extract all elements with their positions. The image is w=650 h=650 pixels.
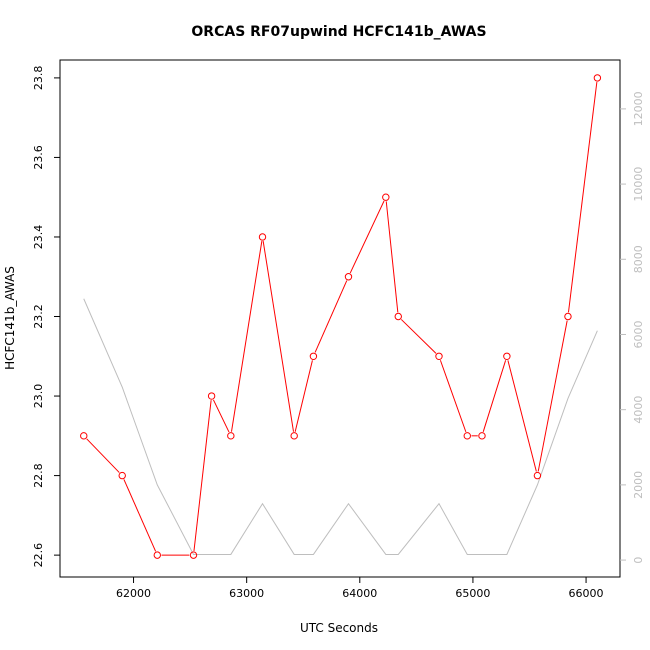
y2-tick-label: 8000	[632, 245, 645, 273]
y2-tick-label: 4000	[632, 396, 645, 424]
x-tick-label: 63000	[229, 587, 264, 600]
y-axis-right: 0 2000 4000 6000 8000 10000 12000	[620, 91, 645, 564]
data-point	[593, 74, 602, 82]
data-point	[118, 471, 126, 480]
data-point	[290, 432, 298, 440]
series-line-segment	[314, 280, 348, 353]
series-line-segment	[567, 82, 598, 313]
data-point	[227, 432, 235, 440]
series-line-segment	[439, 360, 467, 433]
data-point	[478, 432, 486, 440]
data-point	[258, 233, 267, 241]
data-point	[382, 193, 390, 201]
y-tick-label: 23.0	[32, 384, 45, 409]
series-line-segment	[193, 400, 212, 552]
x-axis: 62000 63000 64000 65000 66000	[116, 577, 604, 600]
data-point	[153, 551, 161, 559]
data-point	[344, 273, 353, 281]
series-line	[83, 298, 598, 555]
data-point	[80, 432, 88, 440]
series-line-segment	[349, 200, 385, 274]
x-axis-label: UTC Seconds	[300, 621, 378, 635]
data-point	[309, 352, 318, 360]
y2-tick-label: 0	[632, 557, 645, 564]
data-point	[533, 471, 542, 480]
series-line-segment	[400, 319, 437, 354]
y2-tick-label: 10000	[632, 167, 645, 202]
y-tick-label: 23.6	[32, 145, 45, 170]
series-line-segment	[86, 438, 120, 473]
series-group	[80, 74, 602, 559]
y2-tick-label: 12000	[632, 91, 645, 126]
data-point	[503, 352, 511, 360]
series-line-segment	[385, 201, 399, 313]
series-line-segment	[482, 360, 507, 432]
series-line-segment	[212, 399, 230, 433]
y-tick-label: 22.6	[32, 543, 45, 568]
chart-title: ORCAS RF07upwind HCFC141b_AWAS	[191, 24, 486, 40]
data-point	[463, 432, 471, 440]
y-tick-label: 23.8	[32, 66, 45, 91]
x-tick-label: 64000	[342, 587, 377, 600]
data-point	[435, 352, 443, 360]
x-tick-label: 65000	[455, 587, 490, 600]
data-point	[189, 551, 198, 559]
series-line-segment	[294, 360, 313, 432]
data-point	[207, 392, 216, 400]
series-line-segment	[507, 360, 537, 472]
y2-tick-label: 2000	[632, 471, 645, 499]
y-tick-label: 23.4	[32, 225, 45, 250]
x-tick-label: 66000	[569, 587, 604, 600]
data-point	[564, 312, 572, 321]
series-line-segment	[123, 479, 157, 552]
x-tick-label: 62000	[116, 587, 151, 600]
y-tick-label: 22.8	[32, 463, 45, 488]
y-tick-label: 23.2	[32, 304, 45, 329]
series-line-segment	[230, 241, 263, 432]
y2-tick-label: 6000	[632, 320, 645, 348]
data-point	[394, 312, 402, 321]
series-line-segment	[262, 241, 295, 432]
series-line-segment	[537, 320, 568, 472]
y-axis-label: HCFC141b_AWAS	[3, 266, 17, 370]
plot-frame	[59, 59, 621, 578]
y-axis-left: 22.6 22.8 23.0 23.2 23.4 23.6 23.8	[32, 66, 60, 568]
